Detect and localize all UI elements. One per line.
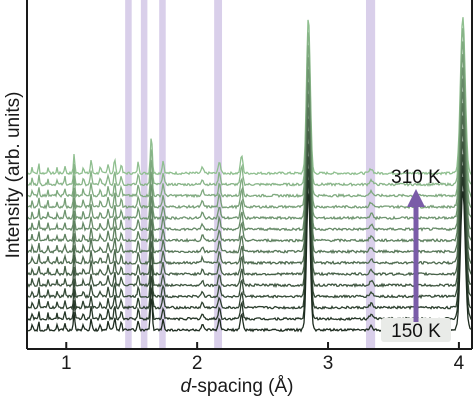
trace-11	[27, 67, 472, 221]
trace-7	[27, 115, 472, 266]
y-axis-label: Intensity (arb. units)	[3, 92, 24, 259]
x-tick-label-2: 2	[192, 353, 203, 374]
highlight-band-1	[125, 0, 132, 349]
trace-13	[27, 41, 472, 199]
trace-4	[27, 154, 472, 300]
trace-12	[27, 54, 472, 210]
trace-9	[27, 91, 472, 243]
trace-14	[27, 28, 472, 187]
trace-2	[27, 176, 472, 322]
trace-1	[27, 191, 472, 333]
temperature-arrow-head	[407, 189, 425, 207]
x-ticks: 1 2 3 4	[61, 342, 465, 374]
x-tick-label-4: 4	[454, 353, 465, 374]
low-temp-label-box	[381, 318, 451, 342]
trace-8	[27, 103, 472, 255]
x-tick-label-3: 3	[323, 353, 334, 374]
trace-6	[27, 129, 472, 277]
x-tick-label-1: 1	[61, 353, 72, 374]
low-temp-label: 150 K	[391, 321, 441, 342]
trace-15	[27, 17, 472, 176]
highlight-band-2	[140, 0, 148, 349]
x-axis-label: d-spacing (Å)	[181, 376, 294, 397]
trace-10	[27, 78, 472, 232]
highlight-band-5	[365, 0, 376, 349]
trace-3	[27, 165, 472, 311]
high-temp-label: 310 K	[391, 167, 441, 188]
trace-5	[27, 141, 472, 288]
